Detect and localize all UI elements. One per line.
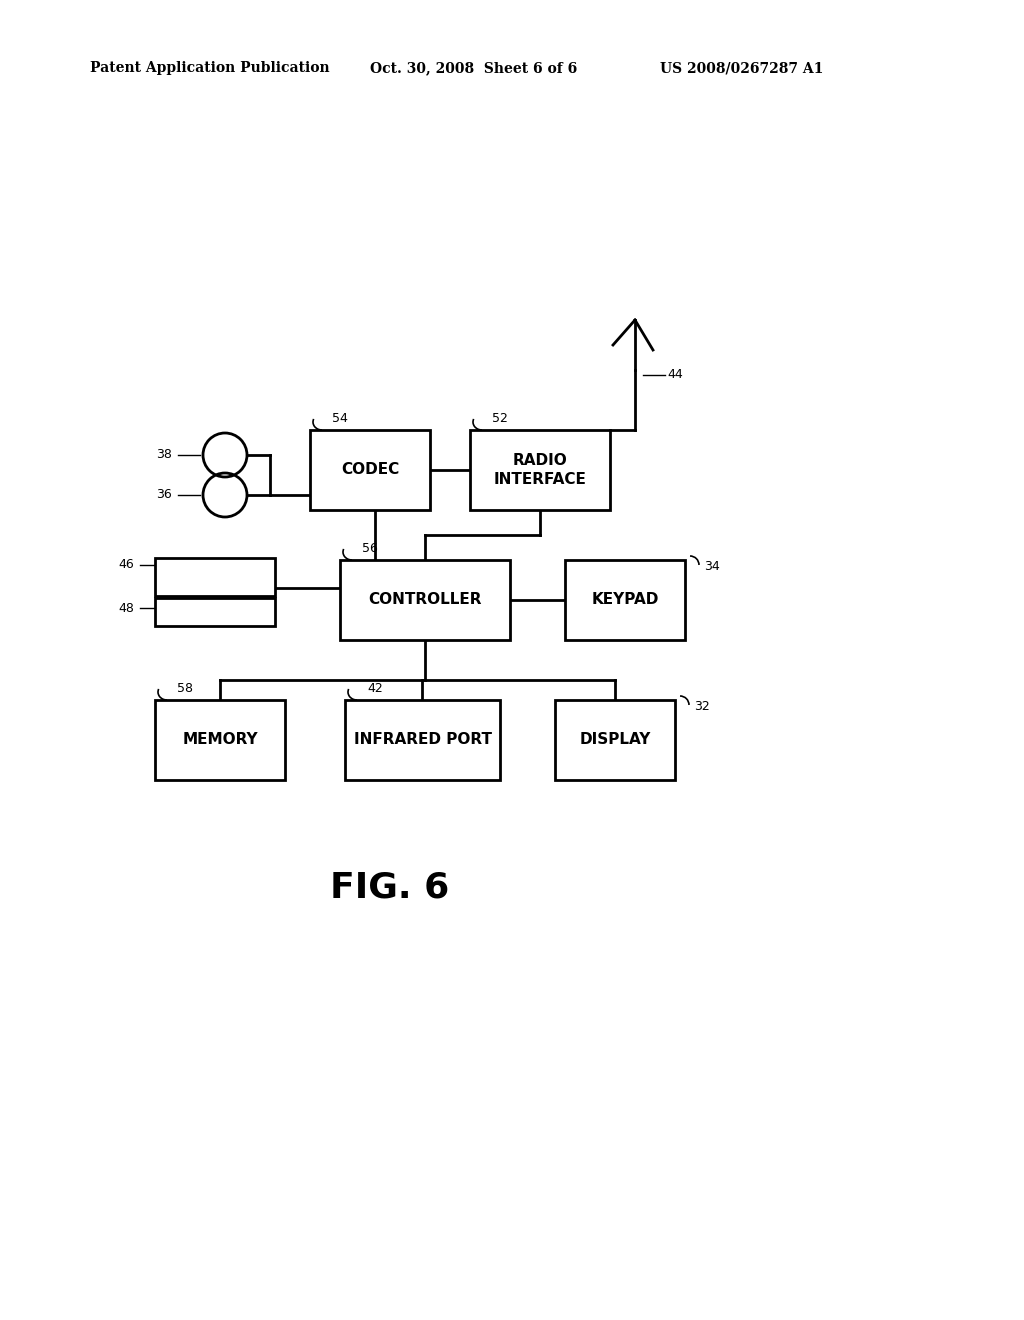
Text: 58: 58 — [177, 682, 193, 696]
Text: KEYPAD: KEYPAD — [591, 593, 658, 607]
Text: 48: 48 — [118, 602, 134, 615]
Text: FIG. 6: FIG. 6 — [331, 870, 450, 904]
Text: 34: 34 — [705, 560, 720, 573]
Bar — [155, 558, 275, 597]
Text: 46: 46 — [118, 558, 134, 572]
Text: CODEC: CODEC — [341, 462, 399, 478]
Text: 32: 32 — [694, 700, 710, 713]
Text: Patent Application Publication: Patent Application Publication — [90, 61, 330, 75]
Text: INFRARED PORT: INFRARED PORT — [353, 733, 492, 747]
Bar — [340, 560, 510, 640]
Text: 38: 38 — [156, 449, 172, 462]
Bar — [310, 430, 430, 510]
Bar — [470, 430, 610, 510]
Text: Oct. 30, 2008  Sheet 6 of 6: Oct. 30, 2008 Sheet 6 of 6 — [370, 61, 578, 75]
Bar — [155, 700, 285, 780]
Text: CONTROLLER: CONTROLLER — [369, 593, 481, 607]
Text: DISPLAY: DISPLAY — [580, 733, 650, 747]
Text: 52: 52 — [492, 412, 508, 425]
Text: MEMORY: MEMORY — [182, 733, 258, 747]
Text: 56: 56 — [362, 543, 378, 554]
Bar — [555, 700, 675, 780]
Text: 42: 42 — [367, 682, 383, 696]
Bar — [565, 560, 685, 640]
Text: 44: 44 — [667, 368, 683, 381]
Text: 54: 54 — [332, 412, 348, 425]
Bar — [155, 598, 275, 626]
Text: RADIO
INTERFACE: RADIO INTERFACE — [494, 453, 587, 487]
Bar — [345, 700, 500, 780]
Text: 36: 36 — [157, 488, 172, 502]
Text: US 2008/0267287 A1: US 2008/0267287 A1 — [660, 61, 823, 75]
